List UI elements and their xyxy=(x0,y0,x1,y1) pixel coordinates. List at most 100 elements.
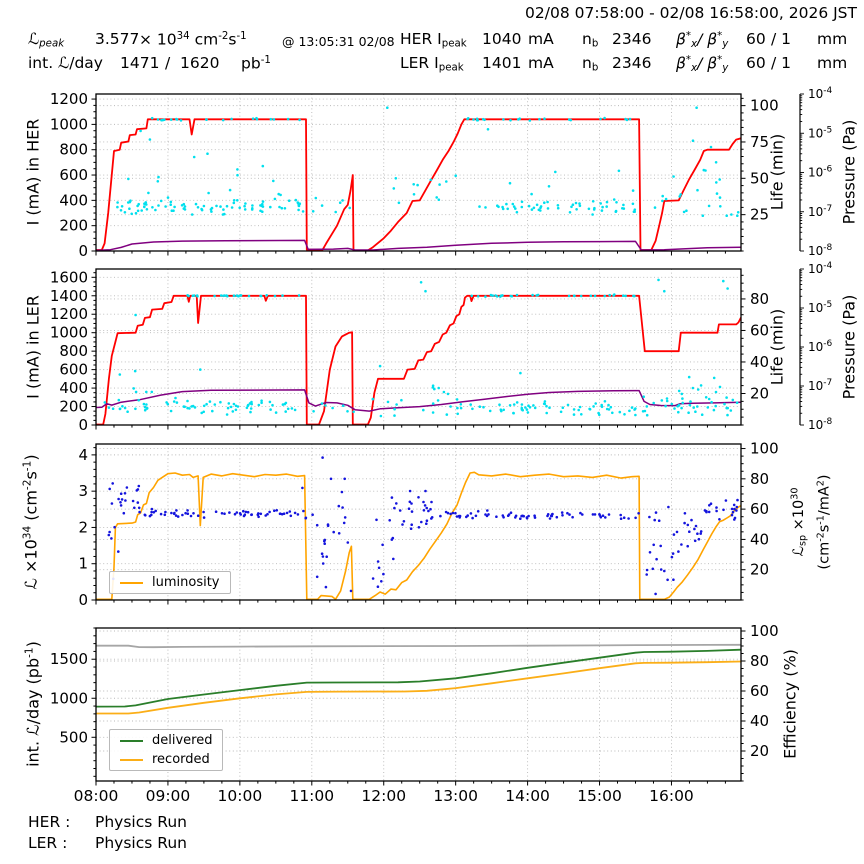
svg-text:800: 800 xyxy=(59,342,88,360)
series-recorded xyxy=(96,660,741,715)
lpeak-label: ℒpeak xyxy=(28,30,65,50)
svg-text:16:00: 16:00 xyxy=(649,787,694,805)
series-luminosity xyxy=(96,471,741,600)
ler-nb-value: 2346 xyxy=(612,54,652,72)
svg-text:100: 100 xyxy=(750,97,779,115)
svg-text:1400: 1400 xyxy=(50,287,88,305)
svg-text:40: 40 xyxy=(750,712,769,730)
series-LER-lifetime xyxy=(96,389,741,412)
ler-run-mode-value: Physics Run xyxy=(95,834,187,852)
intl-value: 1471 xyxy=(120,54,160,72)
svg-text:10-8: 10-8 xyxy=(808,417,833,432)
svg-text:10-6: 10-6 xyxy=(808,165,833,180)
integrated-luminosity-panel: delivered recorded 500 1000 1500 20 40 60 80 10… xyxy=(50,622,779,805)
delivered-legend-swatch xyxy=(120,739,143,742)
svg-text:10-4: 10-4 xyxy=(808,261,833,276)
ler-beta-label: β*x/ β*y xyxy=(676,54,729,75)
her-ipeak-value: 1040 xyxy=(482,30,522,48)
svg-text:2: 2 xyxy=(78,518,88,536)
svg-text:100: 100 xyxy=(750,440,779,458)
recorded-legend-label: recorded xyxy=(152,752,210,767)
p3-plot: 0 1 2 3 4 20 40 60 80 100 xyxy=(78,440,778,609)
her-ipeak-label: HER Ipeak xyxy=(400,30,467,50)
ler-nb-label: nb xyxy=(582,54,599,74)
svg-text:1000: 1000 xyxy=(50,324,88,342)
lpeak-value: 3.577 xyxy=(95,30,140,48)
ler-ipeak-value: 1401 xyxy=(482,54,522,72)
recorded-legend-swatch xyxy=(120,758,143,761)
svg-text:1200: 1200 xyxy=(50,305,88,323)
her-beta-unit: mm xyxy=(817,30,848,48)
legend-item-luminosity: luminosity xyxy=(120,575,220,590)
svg-text:0: 0 xyxy=(78,242,88,260)
luminosity-legend: luminosity xyxy=(109,571,231,594)
scatter-specific-luminosity xyxy=(107,456,739,596)
her-life-axis-label: Life (min) xyxy=(767,133,787,211)
svg-text:10-7: 10-7 xyxy=(808,204,832,219)
svg-text:600: 600 xyxy=(59,361,88,379)
svg-text:11:00: 11:00 xyxy=(289,787,334,805)
ler-beta-sep: / 1 xyxy=(771,54,792,72)
delivered-legend-label: delivered xyxy=(152,733,213,748)
lpeak-timestamp: @ 13:05:31 02/08 xyxy=(282,34,395,49)
efficiency-axis-label: Efficiency (%) xyxy=(780,649,800,759)
her-run-mode-value: Physics Run xyxy=(95,813,187,831)
ler-current-ylabel: I (mA) in LER xyxy=(23,295,43,399)
ler-run-mode-label: LER : xyxy=(28,834,68,852)
svg-text:20: 20 xyxy=(750,742,769,760)
svg-text:100: 100 xyxy=(750,622,779,640)
svg-text:1000: 1000 xyxy=(50,689,88,707)
intl-total: 1620 xyxy=(180,54,220,72)
lpeak-unit: × 1034 cm-2s-1 xyxy=(139,30,247,49)
grid xyxy=(95,94,741,251)
svg-text:500: 500 xyxy=(59,728,88,746)
svg-text:200: 200 xyxy=(59,398,88,416)
ler-ipeak-label: LER Ipeak xyxy=(400,54,464,74)
luminosity-ylabel: ℒ ×1034 (cm-2s-1) xyxy=(21,454,41,590)
svg-text:80: 80 xyxy=(750,290,769,308)
series-efficiency xyxy=(96,643,741,649)
her-current-ylabel: I (mA) in HER xyxy=(23,118,43,226)
svg-text:12:00: 12:00 xyxy=(361,787,406,805)
svg-text:1200: 1200 xyxy=(50,90,88,108)
svg-text:08:00: 08:00 xyxy=(74,787,119,805)
her-current-panel: 0 200 400 600 800 1000 1200 25 50 75 100 10-8 10-7 10… xyxy=(50,86,833,260)
her-beta-sep: / 1 xyxy=(771,30,792,48)
svg-text:60: 60 xyxy=(750,682,769,700)
her-nb-label: nb xyxy=(582,30,599,50)
ler-ipeak-unit: mA xyxy=(528,54,554,72)
her-beta-label: β*x/ β*y xyxy=(676,30,729,51)
ler-life-axis-label: Life (min) xyxy=(767,308,787,386)
svg-text:1600: 1600 xyxy=(50,268,88,286)
luminosity-legend-swatch xyxy=(120,581,143,584)
svg-text:20: 20 xyxy=(750,384,769,402)
svg-text:10-4: 10-4 xyxy=(808,86,833,101)
intlumi-ylabel: int. ℒ/day (pb-1) xyxy=(23,641,43,767)
time-range: 02/08 07:58:00 - 02/08 16:58:00, 2026 JS… xyxy=(525,4,857,22)
svg-text:50: 50 xyxy=(750,169,769,187)
svg-text:0: 0 xyxy=(78,416,88,434)
svg-text:75: 75 xyxy=(750,133,769,151)
svg-text:09:00: 09:00 xyxy=(146,787,191,805)
luminosity-panel: luminosity 0 1 2 3 4 20 40 60 80 100 xyxy=(78,440,778,609)
svg-text:10-5: 10-5 xyxy=(808,125,832,140)
svg-text:10-8: 10-8 xyxy=(808,243,833,258)
ler-beta-unit: mm xyxy=(817,54,848,72)
svg-text:400: 400 xyxy=(59,191,88,209)
intl-sep: / xyxy=(165,54,171,72)
her-beta-value: 60 xyxy=(746,30,766,48)
her-ipeak-unit: mA xyxy=(528,30,554,48)
svg-text:1: 1 xyxy=(78,555,88,573)
svg-text:200: 200 xyxy=(59,217,88,235)
svg-text:1000: 1000 xyxy=(50,115,88,133)
svg-text:10-7: 10-7 xyxy=(808,378,832,393)
series-HER-lifetime xyxy=(96,239,741,251)
ler-beta-value: 60 xyxy=(746,54,766,72)
ler-current-panel: 0 200 400 600 800 1000 1200 1400 1600 20 40 60 80 10-… xyxy=(50,261,833,434)
lsp-axis-label-line2: (cm-2s-1/mA2) xyxy=(815,474,833,570)
svg-text:0: 0 xyxy=(78,591,88,609)
svg-text:4: 4 xyxy=(78,446,88,464)
svg-text:80: 80 xyxy=(750,470,769,488)
